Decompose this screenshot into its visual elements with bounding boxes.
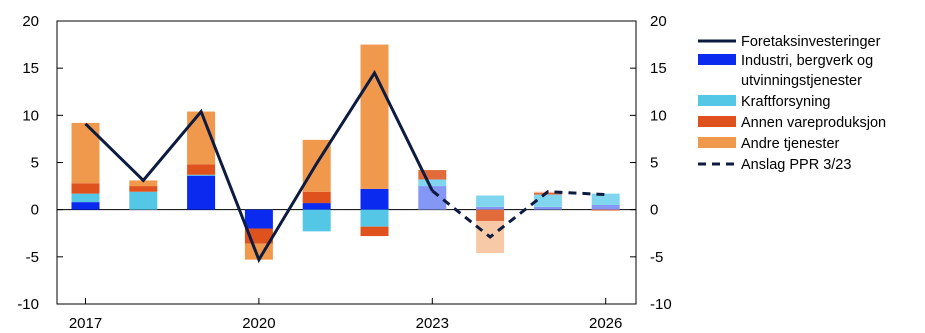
bar-annen-vareproduksjon-2018 [129,186,158,192]
y-tick-label-left: 15 [22,60,39,77]
bar-industri-bergverk-og-utvinningstjenester-2019 [187,175,216,210]
bar-annen-vareproduksjon-2024 [476,209,505,221]
y-tick-label-right: -5 [650,249,663,266]
bar-kraftforsyning-2024 [476,195,505,207]
legend-swatch-kraftforsyning [698,95,736,106]
bar-annen-vareproduksjon-2023 [418,170,447,180]
bar-industri-bergverk-og-utvinningstjenester-2025 [533,206,562,210]
bar-annen-vareproduksjon-2017 [71,183,100,194]
plot-area-border [56,20,637,305]
line-series-group [84,69,606,264]
legend-item-annen-vareproduksjon: Annen vareproduksjon [698,115,886,131]
legend-label-annen-vareproduksjon: Annen vareproduksjon [741,115,886,131]
y-tick-label-right: 10 [650,107,667,124]
bar-annen-vareproduksjon-2021 [302,191,331,204]
bar-industri-bergverk-og-utvinningstjenester-2021 [302,203,331,210]
x-tick-label: 2023 [416,315,449,332]
bar-industri-bergverk-og-utvinningstjenester-2023 [418,186,447,210]
legend-label-industri-bergverk-og-utvinningstjenester: Industri, bergverk og [741,53,873,69]
legend-item-industri-bergverk-og-utvinningstjenester: Industri, bergverk og utvinningstjenester [698,53,873,89]
bar-kraftforsyning-2021 [302,209,331,232]
x-tick-label: 2020 [242,315,275,332]
legend-label-kraftforsyning: Kraftforsyning [741,94,830,110]
legend-item-kraftforsyning: Kraftforsyning [698,94,830,110]
bar-industri-bergverk-og-utvinningstjenester-2017 [71,202,100,210]
bar-industri-bergverk-og-utvinningstjenester-2022 [360,188,389,210]
y-tick-label-left: 20 [22,13,39,30]
legend-label-foretaksinvesteringer: Foretaksinvesteringer [741,34,881,50]
legend-label-industri-bergverk-og-utvinningstjenester: utvinningstjenester [741,73,862,89]
bar-annen-vareproduksjon-2026 [591,209,620,211]
bar-industri-bergverk-og-utvinningstjenester-2020 [244,209,273,229]
legend-swatch-industri-bergverk-og-utvinningstjenester [698,54,736,65]
bar-annen-vareproduksjon-2025 [533,192,562,195]
y-tick-label-right: 0 [650,202,658,219]
legend-item-anslag-ppr-3-23: Anslag PPR 3/23 [698,157,851,173]
bar-kraftforsyning-2025 [533,194,562,207]
y-tick-label-left: 0 [31,202,39,219]
y-tick-label-right: -10 [650,296,672,313]
legend-label-anslag-ppr-3-23: Anslag PPR 3/23 [741,157,851,173]
legend-label-andre-tjenester: Andre tjenester [741,136,840,152]
legend-item-foretaksinvesteringer: Foretaksinvesteringer [698,34,881,50]
y-tick-label-left: 5 [31,155,39,172]
bar-andre-tjenester-2022 [360,44,389,189]
y-tick-label-right: 20 [650,13,667,30]
legend-item-andre-tjenester: Andre tjenester [698,136,840,152]
y-tick-label-left: -5 [26,249,39,266]
bar-kraftforsyning-2023 [418,179,447,187]
y-tick-label-right: 15 [650,60,667,77]
bar-industri-bergverk-og-utvinningstjenester-2026 [591,204,620,210]
plot-frame [56,20,637,305]
bar-annen-vareproduksjon-2019 [187,164,216,175]
bar-kraftforsyning-2019 [187,174,216,176]
bar-kraftforsyning-2018 [129,191,158,210]
bar-annen-vareproduksjon-2022 [360,226,389,237]
y-tick-label-right: 5 [650,155,658,172]
bar-industri-bergverk-og-utvinningstjenester-2024 [476,206,505,210]
bar-series-group [71,44,620,260]
y-tick-label-left: -10 [17,296,39,313]
legend-swatch-andre-tjenester [698,137,736,148]
legend: Foretaksinvesteringer Industri, bergverk … [698,34,886,173]
x-tick-label: 2017 [69,315,102,332]
y-tick-label-left: 10 [22,107,39,124]
bar-andre-tjenester-2018 [129,180,158,187]
line-foretaksinvesteringer [84,69,434,264]
bar-kraftforsyning-2022 [360,209,389,227]
bar-kraftforsyning-2017 [71,193,100,203]
bar-kraftforsyning-2026 [591,193,620,205]
x-tick-label: 2026 [589,315,622,332]
legend-swatch-annen-vareproduksjon [698,116,736,127]
line-anslag-ppr-3-23 [431,189,606,239]
